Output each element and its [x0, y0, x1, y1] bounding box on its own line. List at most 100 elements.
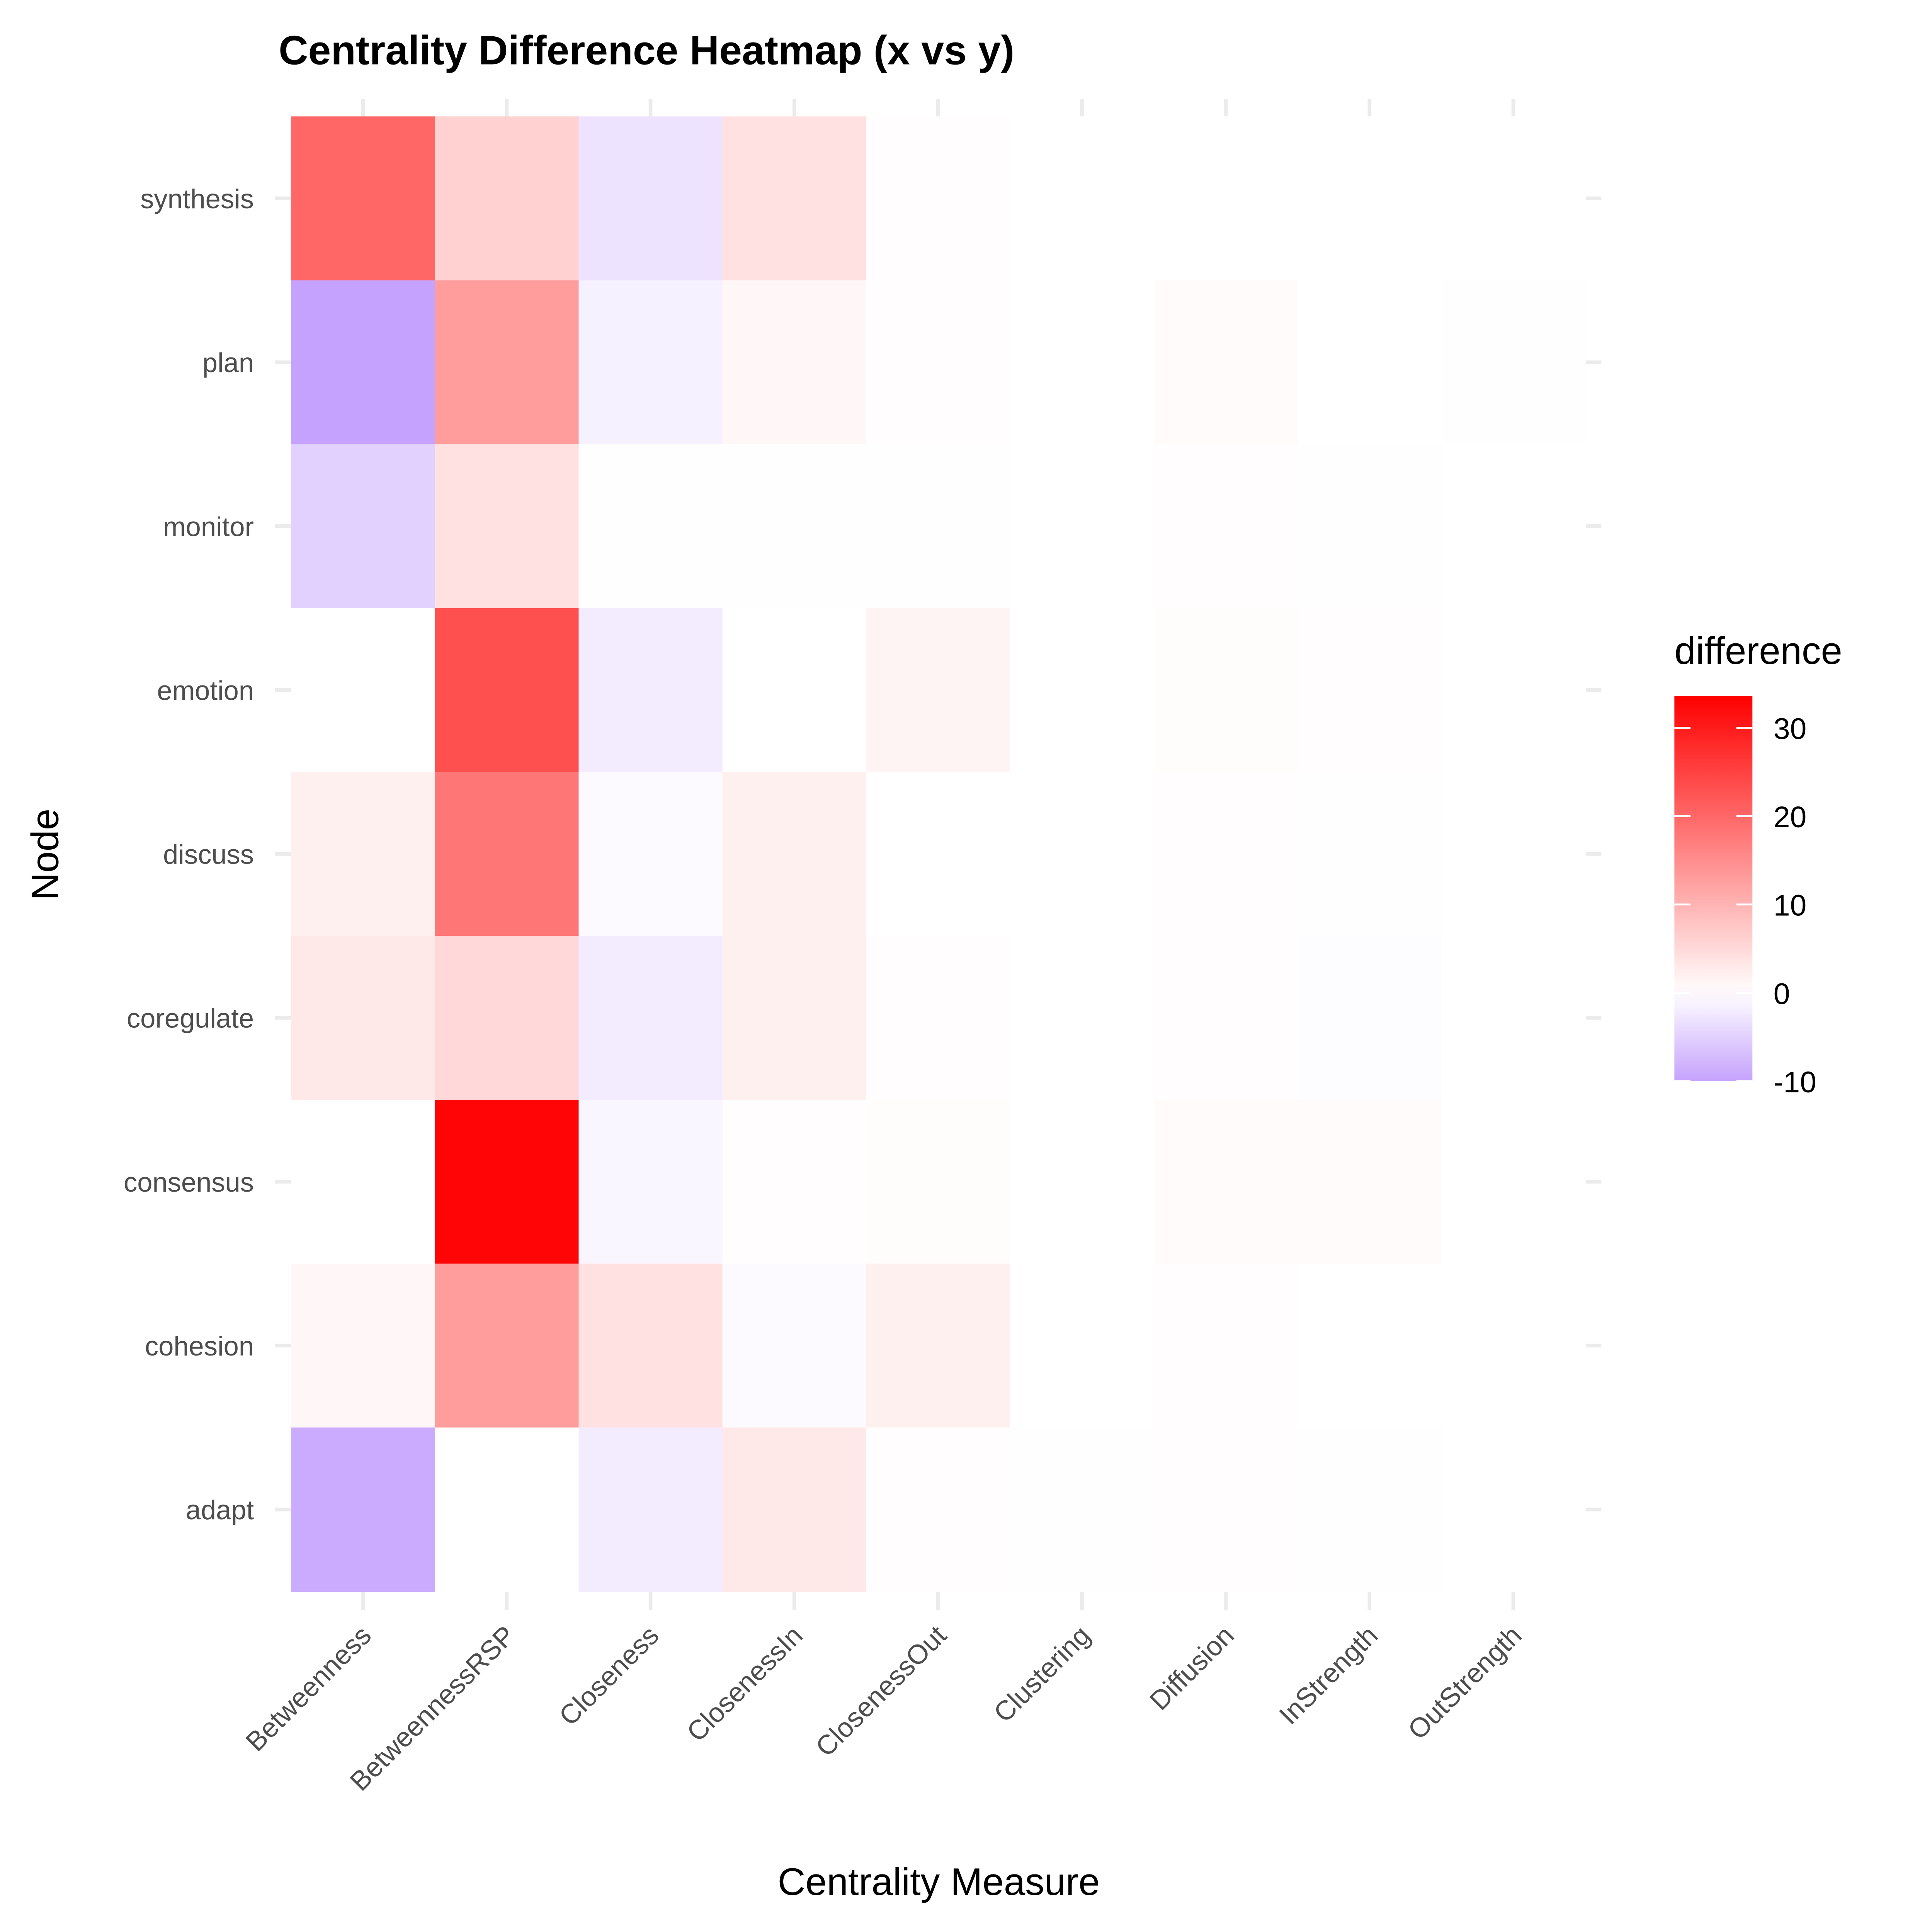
- tile-coregulate-InStrength: [1298, 936, 1442, 1100]
- tile-consensus-Diffusion: [1154, 1100, 1298, 1264]
- tile-emotion-BetweennessRSP: [435, 608, 580, 773]
- tile-plan-Betweenness: [291, 280, 435, 445]
- tile-synthesis-Clustering: [1010, 116, 1155, 281]
- y-axis-title: Node: [24, 809, 67, 900]
- tile-emotion-Closeness: [578, 608, 723, 773]
- color-legend: difference 30 20 10 0 -10: [1674, 629, 1842, 1099]
- tile-emotion-InStrength: [1298, 608, 1442, 773]
- legend-tick-label: -10: [1774, 1066, 1816, 1099]
- tile-monitor-BetweennessRSP: [435, 444, 580, 609]
- tile-adapt-Closeness: [578, 1427, 723, 1592]
- tile-discuss-OutStrength: [1441, 772, 1586, 937]
- tile-adapt-Diffusion: [1154, 1427, 1298, 1592]
- tile-emotion-OutStrength: [1441, 608, 1586, 773]
- y-tick-label: synthesis: [140, 184, 254, 214]
- tile-consensus-InStrength: [1298, 1100, 1442, 1264]
- tile-synthesis-OutStrength: [1441, 116, 1586, 281]
- tile-synthesis-Closeness: [578, 116, 723, 281]
- tile-cohesion-Diffusion: [1154, 1264, 1298, 1429]
- tile-plan-ClosenessOut: [866, 280, 1011, 445]
- tile-synthesis-ClosenessOut: [866, 116, 1011, 281]
- tile-synthesis-ClosenessIn: [722, 116, 867, 281]
- tile-emotion-ClosenessOut: [866, 608, 1011, 773]
- tile-coregulate-Betweenness: [291, 936, 435, 1100]
- tile-consensus-OutStrength: [1441, 1100, 1586, 1264]
- tile-emotion-Clustering: [1010, 608, 1155, 773]
- tile-monitor-ClosenessIn: [722, 444, 867, 609]
- tile-cohesion-ClosenessOut: [866, 1264, 1011, 1429]
- tile-emotion-Diffusion: [1154, 608, 1298, 773]
- legend-tick-label: 30: [1774, 712, 1807, 745]
- tile-synthesis-BetweennessRSP: [435, 116, 580, 281]
- legend-tick-label: 10: [1774, 889, 1807, 922]
- tile-monitor-ClosenessOut: [866, 444, 1011, 609]
- tile-synthesis-Diffusion: [1154, 116, 1298, 281]
- tile-discuss-Clustering: [1010, 772, 1155, 937]
- tile-coregulate-BetweennessRSP: [435, 936, 580, 1100]
- heatmap-tiles: [291, 116, 1586, 1592]
- tile-cohesion-Clustering: [1010, 1264, 1155, 1429]
- tile-coregulate-Closeness: [578, 936, 723, 1100]
- tile-discuss-Closeness: [578, 772, 723, 937]
- tile-monitor-Closeness: [578, 444, 723, 609]
- tile-adapt-ClosenessOut: [866, 1427, 1011, 1592]
- legend-tick-label: 20: [1774, 801, 1807, 834]
- tile-cohesion-Closeness: [578, 1264, 723, 1429]
- tile-plan-Diffusion: [1154, 280, 1298, 445]
- tile-cohesion-BetweennessRSP: [435, 1264, 580, 1429]
- tile-plan-Closeness: [578, 280, 723, 445]
- tile-monitor-Diffusion: [1154, 444, 1298, 609]
- tile-adapt-OutStrength: [1441, 1427, 1586, 1592]
- tile-plan-BetweennessRSP: [435, 280, 580, 445]
- tile-monitor-OutStrength: [1441, 444, 1586, 609]
- y-tick-label: cohesion: [145, 1331, 254, 1361]
- tile-plan-InStrength: [1298, 280, 1442, 445]
- tile-cohesion-InStrength: [1298, 1264, 1442, 1429]
- tile-coregulate-OutStrength: [1441, 936, 1586, 1100]
- tile-consensus-Clustering: [1010, 1100, 1155, 1264]
- y-axis-tick-labels: synthesis plan monitor emotion discuss coregu…: [124, 184, 254, 1525]
- tile-plan-Clustering: [1010, 280, 1155, 445]
- y-tick-label: coregulate: [127, 1003, 254, 1034]
- tile-emotion-Betweenness: [291, 608, 435, 773]
- y-tick-label: emotion: [157, 675, 254, 706]
- tile-adapt-BetweennessRSP: [435, 1427, 580, 1592]
- tile-synthesis-Betweenness: [291, 116, 435, 281]
- tile-adapt-InStrength: [1298, 1427, 1442, 1592]
- tile-consensus-Closeness: [578, 1100, 723, 1264]
- tile-adapt-Clustering: [1010, 1427, 1155, 1592]
- tile-adapt-Betweenness: [291, 1427, 435, 1592]
- x-axis-title: Centrality Measure: [778, 1861, 1100, 1903]
- y-tick-label: monitor: [163, 511, 254, 542]
- tile-discuss-InStrength: [1298, 772, 1442, 937]
- tile-discuss-ClosenessOut: [866, 772, 1011, 937]
- tile-consensus-BetweennessRSP: [435, 1100, 580, 1264]
- y-tick-label: adapt: [186, 1495, 254, 1525]
- tile-discuss-BetweennessRSP: [435, 772, 580, 937]
- tile-consensus-Betweenness: [291, 1100, 435, 1264]
- legend-tick-label: 0: [1774, 977, 1790, 1010]
- y-tick-label: plan: [202, 347, 254, 378]
- tile-discuss-Betweenness: [291, 772, 435, 937]
- tile-coregulate-ClosenessOut: [866, 936, 1011, 1100]
- tile-monitor-Clustering: [1010, 444, 1155, 609]
- legend-colorbar: [1674, 696, 1753, 1082]
- tile-cohesion-OutStrength: [1441, 1264, 1586, 1429]
- y-tick-label: discuss: [163, 839, 254, 870]
- tile-discuss-ClosenessIn: [722, 772, 867, 937]
- tile-cohesion-Betweenness: [291, 1264, 435, 1429]
- legend-ticks: 30 20 10 0 -10: [1674, 712, 1816, 1099]
- tile-consensus-ClosenessIn: [722, 1100, 867, 1264]
- tile-coregulate-Diffusion: [1154, 936, 1298, 1100]
- tile-monitor-InStrength: [1298, 444, 1442, 609]
- tile-adapt-ClosenessIn: [722, 1427, 867, 1592]
- tile-monitor-Betweenness: [291, 444, 435, 609]
- chart-title: Centrality Difference Heatmap (x vs y): [279, 28, 1014, 73]
- tile-discuss-Diffusion: [1154, 772, 1298, 937]
- tile-coregulate-ClosenessIn: [722, 936, 867, 1100]
- tile-synthesis-InStrength: [1298, 116, 1442, 281]
- legend-title: difference: [1674, 629, 1842, 672]
- y-tick-label: consensus: [124, 1167, 254, 1197]
- tile-emotion-ClosenessIn: [722, 608, 867, 773]
- tile-plan-OutStrength: [1441, 280, 1586, 445]
